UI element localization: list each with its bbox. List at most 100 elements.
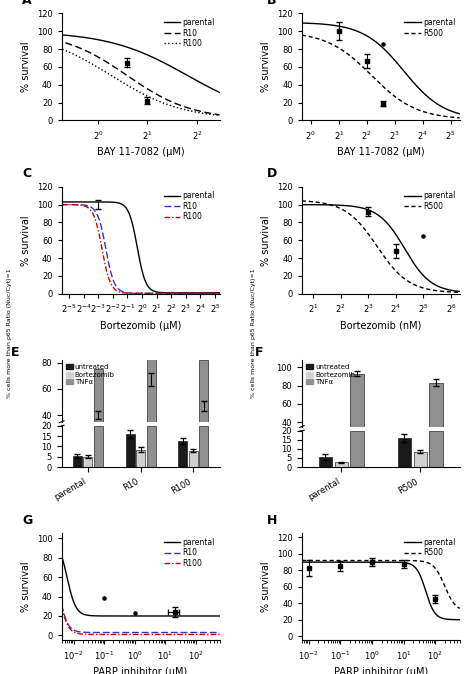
parental — [153, 55, 159, 63]
X-axis label: BAY 11-7082 (μM): BAY 11-7082 (μM) — [97, 148, 184, 158]
Line: R100: R100 — [62, 205, 219, 293]
parental — [300, 19, 305, 27]
parental — [374, 558, 380, 566]
Bar — [146, 426, 155, 467]
parental — [428, 603, 434, 611]
Line: parental: parental — [62, 556, 219, 616]
R10 — [53, 36, 58, 44]
Bar — [126, 466, 135, 468]
Bar — [200, 422, 208, 468]
R500 — [392, 93, 398, 101]
parental — [150, 53, 156, 61]
parental — [191, 75, 197, 83]
R10 — [201, 108, 207, 116]
parental — [173, 288, 179, 297]
Bar — [126, 434, 135, 467]
Line: R500: R500 — [302, 35, 460, 118]
parental — [432, 98, 438, 106]
parental — [53, 30, 59, 38]
Y-axis label: % survival: % survival — [21, 561, 31, 612]
Legend: untreated, Bortezomib, TNFα: untreated, Bortezomib, TNFα — [305, 363, 356, 386]
parental — [299, 201, 305, 209]
parental — [153, 612, 158, 620]
parental — [134, 612, 139, 620]
Bar — [136, 466, 145, 468]
parental — [213, 612, 219, 620]
parental — [375, 558, 381, 566]
R10 — [150, 88, 155, 96]
Bar — [398, 438, 411, 467]
Bar — [178, 466, 187, 468]
Bar — [413, 452, 427, 467]
parental — [121, 202, 127, 210]
R500 — [392, 266, 398, 274]
parental — [217, 612, 222, 620]
R10 — [217, 111, 222, 119]
parental — [442, 285, 448, 293]
parental — [442, 104, 448, 113]
Line: parental: parental — [302, 205, 460, 291]
R100 — [78, 201, 83, 209]
R500 — [396, 270, 401, 278]
R100 — [153, 630, 158, 638]
parental — [217, 88, 222, 96]
parental — [144, 612, 150, 620]
parental — [393, 558, 399, 566]
X-axis label: Bortezomib (μM): Bortezomib (μM) — [100, 321, 182, 331]
Text: E: E — [11, 346, 19, 359]
Text: G: G — [22, 514, 32, 527]
R100 — [135, 630, 140, 638]
R100 — [217, 289, 222, 297]
R100 — [173, 289, 179, 297]
parental — [53, 30, 58, 38]
parental — [173, 288, 179, 297]
Line: R500: R500 — [302, 201, 460, 293]
Line: R100: R100 — [62, 606, 219, 634]
Bar — [94, 422, 103, 468]
R500 — [457, 114, 463, 122]
Bar — [136, 450, 145, 467]
parental — [135, 612, 140, 620]
R500 — [299, 557, 305, 565]
parental — [453, 615, 459, 623]
Bar — [178, 441, 187, 467]
Line: R10: R10 — [62, 605, 219, 632]
parental — [457, 110, 463, 118]
R500 — [457, 288, 463, 297]
Text: A: A — [22, 0, 32, 7]
parental — [432, 280, 438, 288]
R10 — [134, 628, 139, 636]
R10 — [173, 289, 179, 297]
Bar — [146, 334, 155, 422]
R500 — [393, 557, 399, 565]
R500 — [374, 557, 380, 565]
Bar — [83, 466, 92, 468]
Bar — [429, 383, 443, 458]
R10 — [144, 628, 150, 636]
X-axis label: Bortezomib (nM): Bortezomib (nM) — [340, 321, 421, 331]
parental — [384, 558, 390, 566]
parental — [392, 57, 398, 65]
R10 — [110, 276, 116, 284]
parental — [150, 53, 155, 61]
Line: R10: R10 — [62, 205, 219, 293]
Bar — [83, 457, 92, 467]
Bar — [200, 426, 208, 467]
Line: R100: R100 — [55, 47, 219, 115]
parental — [457, 287, 463, 295]
Bar — [335, 462, 348, 467]
parental — [299, 558, 305, 566]
Bar — [350, 431, 364, 467]
Text: D: D — [267, 167, 277, 181]
Bar — [146, 422, 155, 468]
Text: C: C — [22, 167, 31, 181]
parental — [457, 615, 463, 623]
Bar — [73, 466, 82, 468]
Line: parental: parental — [302, 23, 460, 114]
R10 — [53, 36, 59, 44]
R100 — [188, 630, 194, 638]
R10 — [135, 628, 140, 636]
R100 — [121, 288, 127, 297]
parental — [201, 81, 207, 89]
R500 — [442, 288, 448, 296]
